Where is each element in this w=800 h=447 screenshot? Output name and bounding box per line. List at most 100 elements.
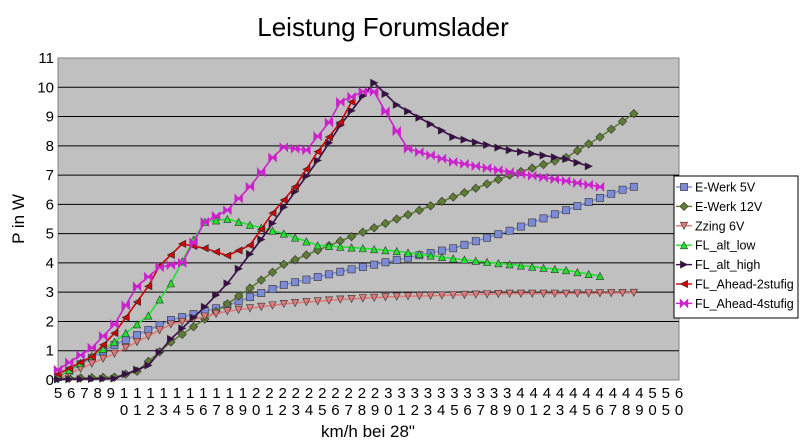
data-point bbox=[517, 147, 526, 157]
data-point bbox=[596, 194, 604, 202]
data-point bbox=[245, 304, 255, 313]
data-point bbox=[449, 291, 458, 300]
data-point bbox=[132, 297, 141, 307]
data-point bbox=[595, 289, 605, 298]
data-point bbox=[76, 374, 85, 384]
data-point bbox=[483, 140, 492, 150]
y-tick-label: 3 bbox=[46, 284, 54, 301]
data-point bbox=[279, 259, 289, 269]
data-point bbox=[177, 329, 187, 339]
legend-label: FL_Ahead-4stufig bbox=[695, 297, 794, 311]
data-point bbox=[144, 271, 153, 282]
series-zzing-6v bbox=[53, 288, 638, 383]
data-point bbox=[133, 331, 141, 339]
data-point bbox=[132, 281, 142, 292]
data-point bbox=[144, 311, 153, 320]
data-point bbox=[482, 179, 492, 189]
data-point bbox=[517, 222, 525, 231]
data-point bbox=[279, 203, 289, 212]
y-tick-label: 11 bbox=[38, 50, 54, 67]
data-point bbox=[223, 214, 232, 223]
data-point bbox=[494, 258, 503, 268]
data-point bbox=[550, 153, 560, 162]
data-point bbox=[132, 320, 142, 329]
y-tick-label: 2 bbox=[46, 313, 54, 330]
y-tick-label: 6 bbox=[46, 196, 54, 213]
data-point bbox=[166, 260, 176, 271]
data-point bbox=[223, 205, 232, 216]
data-point bbox=[234, 193, 243, 204]
series-fl-ahead-2stufig bbox=[53, 97, 356, 379]
data-point bbox=[629, 288, 638, 298]
x-tick-label: 6 bbox=[67, 385, 75, 402]
legend-label: FL_Ahead-2stufig bbox=[695, 278, 794, 292]
data-point bbox=[87, 352, 96, 361]
data-point bbox=[550, 174, 560, 185]
data-point bbox=[550, 210, 559, 219]
data-point bbox=[516, 168, 526, 179]
data-point bbox=[617, 116, 628, 127]
legend-entry: Zzing 6V bbox=[676, 219, 745, 233]
data-point bbox=[302, 237, 311, 246]
data-point bbox=[459, 188, 470, 198]
data-point bbox=[381, 106, 390, 117]
data-point bbox=[606, 124, 616, 134]
data-point bbox=[76, 350, 85, 361]
data-point bbox=[369, 223, 379, 233]
series-layer bbox=[53, 78, 639, 384]
data-point bbox=[392, 256, 401, 264]
data-point bbox=[65, 364, 74, 373]
data-point bbox=[471, 160, 480, 172]
data-point bbox=[516, 289, 526, 298]
legend-entry: E-Werk 5V bbox=[676, 181, 756, 195]
data-point bbox=[234, 305, 243, 315]
data-point bbox=[155, 262, 164, 273]
data-point bbox=[166, 250, 175, 259]
data-point bbox=[246, 250, 255, 259]
data-point bbox=[425, 201, 436, 211]
data-point bbox=[403, 292, 413, 301]
data-point bbox=[268, 219, 277, 228]
data-point bbox=[313, 241, 322, 250]
data-point bbox=[595, 181, 605, 192]
data-point bbox=[133, 365, 142, 374]
data-point bbox=[279, 229, 288, 238]
data-point bbox=[629, 182, 638, 191]
data-point bbox=[528, 149, 537, 158]
data-point bbox=[234, 217, 243, 226]
data-point bbox=[392, 100, 401, 109]
data-point bbox=[471, 290, 480, 299]
data-point bbox=[369, 86, 379, 97]
data-point bbox=[426, 120, 435, 129]
data-point bbox=[595, 132, 605, 142]
data-point bbox=[87, 359, 96, 368]
data-point bbox=[279, 195, 288, 205]
data-point bbox=[404, 107, 413, 116]
data-point bbox=[392, 214, 402, 224]
data-point bbox=[370, 260, 379, 269]
data-point bbox=[336, 242, 345, 251]
data-point bbox=[336, 267, 345, 276]
data-point bbox=[189, 313, 198, 322]
data-point bbox=[279, 280, 288, 289]
data-point bbox=[324, 117, 334, 128]
data-point bbox=[291, 233, 300, 242]
y-tick-label: 0 bbox=[46, 372, 54, 389]
data-point bbox=[245, 220, 255, 229]
data-point bbox=[132, 338, 142, 347]
data-point bbox=[98, 331, 108, 342]
legend-label: E-Werk 12V bbox=[695, 200, 763, 214]
data-point bbox=[527, 163, 537, 173]
data-point bbox=[584, 289, 593, 298]
x-axis-title: km/h bei 28" bbox=[321, 422, 415, 441]
legend-entry: E-Werk 12V bbox=[676, 200, 763, 214]
